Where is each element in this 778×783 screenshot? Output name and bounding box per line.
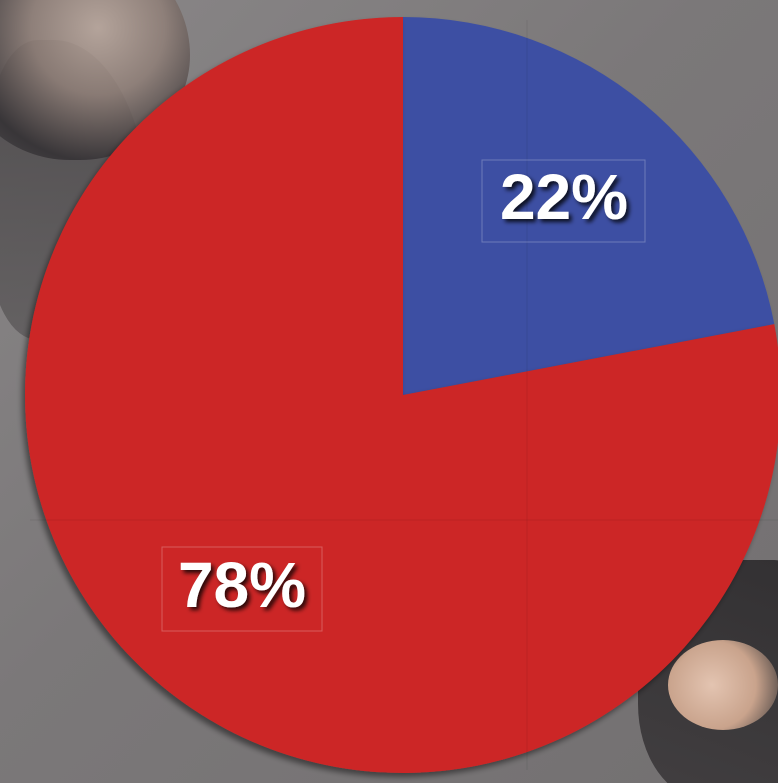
slice-gridlines xyxy=(30,20,778,770)
pie-slices xyxy=(25,17,778,773)
pie-slice-2 xyxy=(25,17,778,773)
slice-label-2: 78% xyxy=(178,549,306,621)
pie-slice-1 xyxy=(403,17,775,395)
slice-label-box-2 xyxy=(161,546,323,632)
slice-label-box-1 xyxy=(481,159,646,243)
slice-label-1: 22% xyxy=(500,161,628,233)
pie-labels: 22% 78% xyxy=(161,159,646,632)
